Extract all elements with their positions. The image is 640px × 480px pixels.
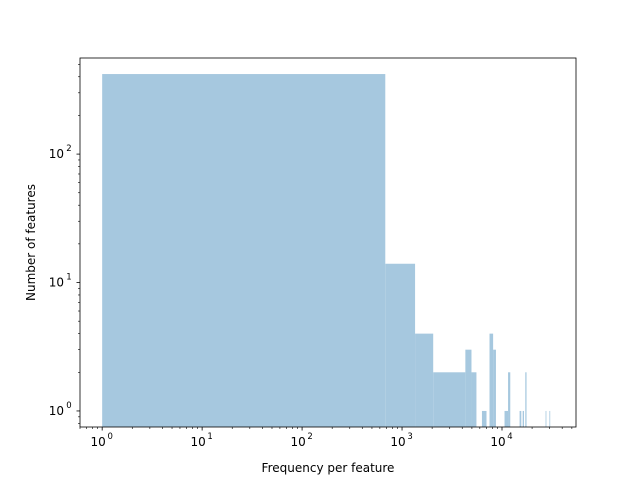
x-tick-label: 10 bbox=[190, 435, 205, 449]
histogram-bar bbox=[385, 263, 416, 427]
x-tick-label: 10 bbox=[390, 435, 405, 449]
histogram-bar bbox=[519, 410, 522, 427]
x-tick-label: 10 bbox=[91, 435, 106, 449]
x-tick-label-exponent: 0 bbox=[107, 432, 112, 442]
y-tick-label: 10 bbox=[49, 276, 64, 290]
histogram-bar bbox=[545, 410, 547, 427]
x-tick-label: 10 bbox=[490, 435, 505, 449]
y-tick-label: 10 bbox=[49, 404, 64, 418]
histogram-bar bbox=[481, 410, 487, 427]
x-axis-label: Frequency per feature bbox=[262, 461, 395, 475]
y-tick-label: 10 bbox=[49, 147, 64, 161]
y-tick-label-exponent: 0 bbox=[66, 401, 71, 411]
histogram-bar bbox=[504, 410, 509, 427]
histogram-bar bbox=[493, 349, 496, 427]
histogram-bar bbox=[415, 333, 434, 427]
x-tick-label-exponent: 4 bbox=[507, 432, 512, 442]
x-major-ticks: 10 0 10 1 10 2 10 3 10 4 bbox=[91, 427, 513, 449]
x-tick-label-exponent: 2 bbox=[307, 432, 312, 442]
histogram-bar bbox=[525, 372, 527, 427]
x-tick-label: 10 bbox=[290, 435, 305, 449]
y-tick-label-exponent: 2 bbox=[66, 144, 71, 154]
histogram-bar bbox=[471, 372, 477, 427]
histogram-bar bbox=[508, 372, 511, 427]
y-axis-label: Number of features bbox=[24, 184, 38, 301]
histogram-bar bbox=[522, 410, 524, 427]
histogram-bar bbox=[433, 372, 466, 427]
histogram-bar bbox=[465, 349, 472, 427]
histogram-bars bbox=[102, 74, 551, 428]
x-tick-label-exponent: 3 bbox=[407, 432, 412, 442]
axes-frame bbox=[79, 57, 577, 428]
histogram-bar bbox=[489, 333, 494, 427]
y-tick-label-exponent: 1 bbox=[66, 273, 71, 283]
x-tick-label-exponent: 1 bbox=[207, 432, 212, 442]
histogram-bar bbox=[102, 74, 386, 428]
histogram-bar bbox=[549, 410, 551, 427]
